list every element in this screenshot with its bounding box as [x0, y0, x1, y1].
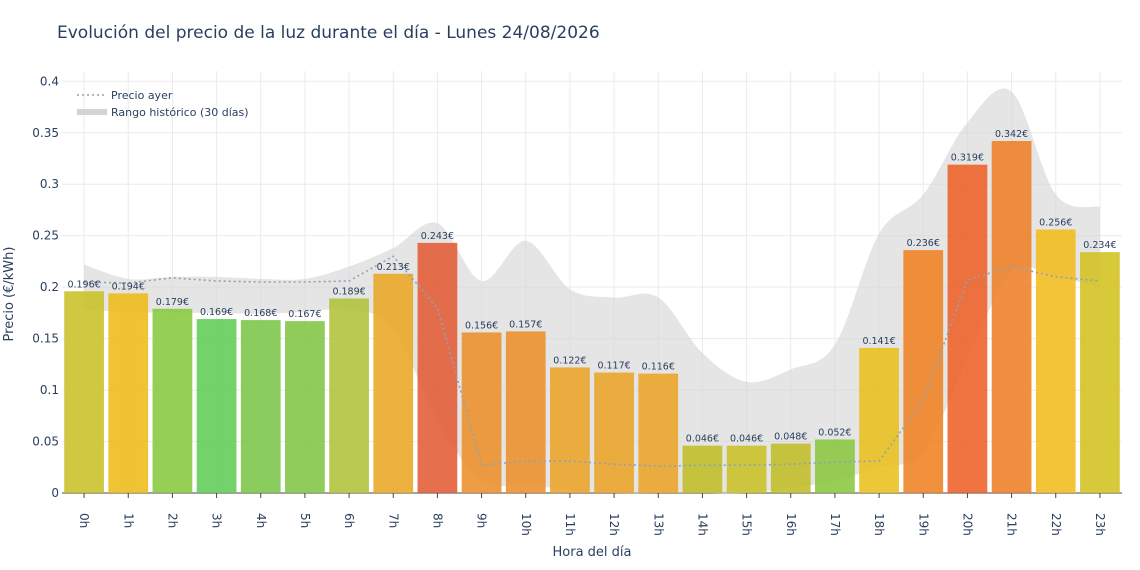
bar-value-label: 0.256€: [1039, 218, 1072, 229]
x-tick-label: 22h: [1049, 513, 1063, 536]
bar-value-label: 0.117€: [597, 361, 630, 372]
bar-value-label: 0.179€: [156, 297, 189, 308]
bar-value-label: 0.052€: [818, 427, 851, 438]
y-tick-label: 0.4: [40, 74, 59, 88]
y-tick-label: 0.35: [32, 126, 59, 140]
x-tick-label: 13h: [651, 513, 665, 536]
chart-title: Evolución del precio de la luz durante e…: [57, 23, 600, 43]
bar: [947, 164, 988, 493]
bar: [550, 367, 590, 493]
x-tick-label: 23h: [1093, 513, 1107, 536]
bar-value-label: 0.196€: [67, 279, 100, 290]
x-tick-label: 8h: [430, 513, 444, 528]
bar-value-label: 0.213€: [377, 262, 410, 273]
y-axis-title: Precio (€/kWh): [2, 247, 17, 342]
x-tick-label: 6h: [342, 513, 356, 528]
x-tick-label: 5h: [298, 513, 312, 528]
x-tick-label: 16h: [784, 513, 798, 536]
x-tick-label: 0h: [77, 513, 91, 528]
bar-value-label: 0.168€: [244, 308, 277, 319]
bar: [285, 321, 325, 493]
y-tick-label: 0.05: [32, 435, 59, 449]
bar-value-label: 0.141€: [862, 336, 895, 347]
bar-value-labels: 0.196€ 0.194€ 0.179€ 0.169€ 0.168€ 0.167€ 0.18…: [67, 129, 1116, 445]
x-tick-label: 14h: [695, 513, 709, 536]
legend-item-historical-range: Rango histórico (30 días): [111, 106, 249, 119]
bar: [108, 293, 149, 493]
bar: [1035, 229, 1076, 493]
x-axis-ticks: 0h 1h 2h 3h 4h 5h 6h 7h 8h 9h 10h 11h 12h 13h 14h 15h 16…: [77, 493, 1107, 536]
y-tick-label: 0.3: [40, 177, 59, 191]
bar: [196, 319, 237, 493]
bar-value-label: 0.122€: [553, 355, 586, 366]
x-tick-label: 3h: [210, 513, 224, 528]
bar: [594, 372, 634, 493]
bar-value-label: 0.319€: [951, 153, 984, 164]
bar: [638, 373, 679, 493]
x-axis-title: Hora del día: [553, 545, 632, 560]
x-tick-label: 2h: [165, 513, 179, 528]
bar-value-label: 0.046€: [686, 434, 719, 445]
bar-value-label: 0.116€: [642, 362, 675, 373]
y-tick-label: 0.25: [32, 229, 59, 243]
bar-value-label: 0.157€: [509, 319, 542, 330]
bar-value-label: 0.048€: [774, 432, 807, 443]
x-tick-label: 9h: [475, 513, 489, 528]
y-axis-ticks: 0 0.05 0.1 0.15 0.2 0.25 0.3 0.35 0.4: [32, 74, 59, 500]
bar-value-label: 0.156€: [465, 320, 498, 331]
bar: [903, 250, 944, 493]
x-tick-label: 12h: [607, 513, 621, 536]
bar: [1080, 252, 1120, 493]
y-tick-label: 0.1: [40, 383, 59, 397]
bar: [240, 320, 281, 493]
bar-value-label: 0.236€: [907, 238, 940, 249]
x-tick-label: 18h: [872, 513, 886, 536]
x-tick-label: 20h: [960, 513, 974, 536]
historical-range-area: [84, 88, 1100, 494]
bar: [373, 273, 414, 493]
x-tick-label: 4h: [254, 513, 268, 528]
bar-value-label: 0.342€: [995, 129, 1028, 140]
bar: [859, 347, 899, 493]
bar: [329, 298, 369, 493]
bar: [726, 445, 767, 493]
x-tick-label: 21h: [1005, 513, 1019, 536]
x-tick-label: 17h: [828, 513, 842, 536]
bar: [505, 331, 546, 493]
bar-value-label: 0.189€: [332, 286, 365, 297]
y-tick-label: 0.2: [40, 280, 59, 294]
bar: [815, 439, 855, 493]
bar: [64, 291, 104, 493]
bars: [64, 140, 1120, 494]
y-tick-label: 0: [51, 486, 59, 500]
bar-value-label: 0.234€: [1083, 240, 1116, 251]
bar: [682, 445, 723, 493]
bar: [461, 332, 502, 493]
bar: [770, 443, 811, 493]
legend-area-swatch: [77, 109, 107, 115]
bar: [152, 308, 193, 493]
x-tick-label: 10h: [519, 513, 533, 536]
x-tick-label: 19h: [916, 513, 930, 536]
bar-value-label: 0.046€: [730, 434, 763, 445]
x-tick-label: 15h: [740, 513, 754, 536]
y-tick-label: 0.15: [32, 332, 59, 346]
bar-value-label: 0.169€: [200, 307, 233, 318]
legend: Precio ayer Rango histórico (30 días): [77, 89, 249, 119]
bar: [991, 140, 1032, 494]
x-tick-label: 1h: [121, 513, 135, 528]
bar-value-label: 0.243€: [421, 231, 454, 242]
bar-value-label: 0.167€: [288, 309, 321, 320]
legend-item-yesterday: Precio ayer: [111, 89, 173, 102]
yesterday-price-line: [84, 255, 1100, 468]
bar-value-label: 0.194€: [112, 281, 145, 292]
bar: [417, 242, 458, 493]
x-tick-label: 11h: [563, 513, 577, 536]
x-tick-label: 7h: [386, 513, 400, 528]
